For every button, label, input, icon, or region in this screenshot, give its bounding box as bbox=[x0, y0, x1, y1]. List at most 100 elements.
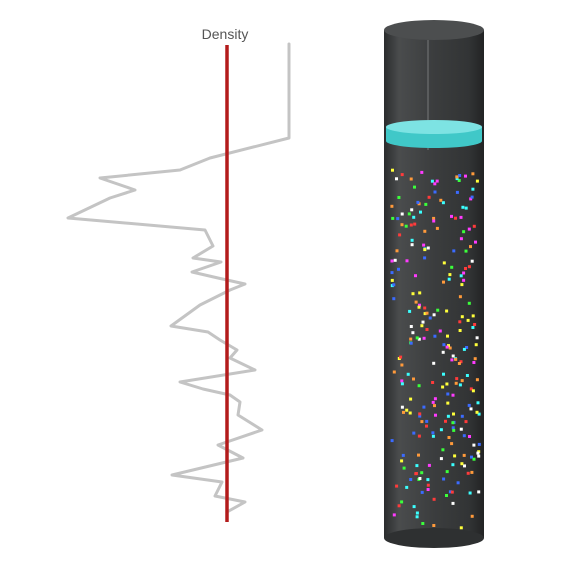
gas-particle bbox=[407, 212, 411, 216]
gas-particle bbox=[445, 345, 449, 349]
gas-particle bbox=[470, 455, 473, 459]
gas-particle bbox=[459, 237, 463, 241]
gas-particle bbox=[467, 403, 471, 407]
gas-particle bbox=[426, 246, 430, 250]
gas-particle bbox=[455, 177, 459, 181]
gas-particle bbox=[462, 347, 466, 351]
gas-particle bbox=[397, 196, 401, 199]
gas-particle bbox=[432, 524, 436, 527]
density-plot: Density bbox=[66, 26, 291, 522]
gas-particle bbox=[464, 267, 467, 270]
gas-particle bbox=[426, 488, 430, 491]
gas-particle bbox=[410, 243, 414, 247]
gas-particle bbox=[390, 271, 394, 275]
gas-particle bbox=[409, 478, 413, 481]
gas-particle bbox=[442, 477, 446, 481]
gas-particle bbox=[448, 346, 452, 350]
gas-particle bbox=[390, 204, 394, 208]
gas-particle bbox=[412, 505, 416, 509]
gas-particle bbox=[460, 462, 464, 466]
gas-particle bbox=[448, 273, 452, 277]
gas-particle bbox=[451, 463, 455, 467]
gas-particle bbox=[405, 485, 409, 489]
gas-particle bbox=[420, 324, 424, 328]
gas-particle bbox=[448, 490, 452, 494]
gas-particle bbox=[472, 361, 476, 364]
gas-particle bbox=[431, 431, 435, 435]
gas-particle bbox=[476, 451, 480, 455]
gas-particle bbox=[439, 457, 443, 461]
gas-particle bbox=[467, 227, 471, 231]
gas-particle bbox=[455, 377, 459, 381]
gas-particle bbox=[423, 312, 427, 316]
gas-cylinder bbox=[384, 20, 484, 548]
gas-particle bbox=[472, 443, 476, 447]
gas-particle bbox=[464, 174, 467, 178]
gas-particle bbox=[424, 202, 428, 206]
gas-particle bbox=[401, 453, 405, 457]
gas-particle bbox=[420, 490, 424, 494]
gas-particle bbox=[427, 195, 431, 199]
gas-particle bbox=[415, 511, 419, 515]
gas-particle bbox=[454, 381, 458, 385]
gas-particle bbox=[412, 431, 416, 435]
gas-particle bbox=[463, 464, 466, 468]
gas-particle bbox=[465, 346, 469, 349]
gas-particle bbox=[441, 350, 445, 354]
gas-particle bbox=[392, 283, 396, 287]
gas-particle bbox=[412, 377, 415, 381]
gas-particle bbox=[435, 226, 439, 230]
gas-particle bbox=[471, 187, 475, 191]
gas-particle bbox=[441, 201, 445, 205]
gas-particle bbox=[462, 434, 466, 438]
gas-particle bbox=[433, 334, 437, 338]
gas-particle bbox=[426, 483, 430, 487]
gas-particle bbox=[460, 379, 464, 383]
gas-particle bbox=[460, 315, 464, 319]
gas-particle bbox=[399, 355, 403, 359]
gas-particle bbox=[392, 513, 396, 517]
gas-particle bbox=[458, 320, 462, 324]
gas-particle bbox=[423, 229, 427, 233]
gas-particle bbox=[417, 384, 421, 388]
gas-particle bbox=[414, 274, 417, 278]
gas-particle bbox=[405, 408, 409, 412]
gas-particle bbox=[400, 212, 404, 216]
gas-particle bbox=[446, 334, 449, 338]
gas-particle bbox=[417, 434, 421, 438]
gas-particle bbox=[469, 245, 472, 249]
gas-particle bbox=[423, 248, 427, 252]
gas-particle bbox=[396, 217, 400, 221]
gas-particle bbox=[451, 501, 455, 505]
gas-particle bbox=[400, 363, 404, 367]
gas-particle bbox=[459, 360, 463, 364]
gas-particle bbox=[477, 442, 481, 446]
gas-particle bbox=[433, 397, 437, 401]
gas-particle bbox=[454, 216, 457, 220]
gas-particle bbox=[423, 256, 427, 260]
gas-particle bbox=[452, 412, 455, 416]
gas-particle bbox=[398, 233, 402, 237]
gas-particle bbox=[421, 522, 425, 525]
gas-particle bbox=[460, 414, 464, 418]
gas-particle bbox=[423, 306, 427, 310]
gas-particle bbox=[395, 177, 398, 181]
gas-particle bbox=[470, 195, 474, 199]
gas-particle bbox=[475, 378, 479, 382]
gas-particle bbox=[432, 216, 436, 220]
gas-particle bbox=[432, 497, 436, 501]
gas-particle bbox=[458, 383, 462, 387]
gas-particle bbox=[471, 314, 475, 318]
gas-particle bbox=[418, 291, 422, 295]
gas-particle bbox=[442, 343, 446, 347]
piston-bottom bbox=[386, 134, 482, 148]
gas-particle bbox=[400, 500, 404, 504]
gas-particle bbox=[439, 198, 443, 202]
gas-particle bbox=[408, 309, 412, 313]
gas-particle bbox=[474, 343, 478, 347]
piston bbox=[386, 120, 482, 148]
gas-particle bbox=[462, 271, 466, 275]
gas-particle bbox=[392, 297, 396, 301]
gas-particle bbox=[431, 381, 435, 384]
